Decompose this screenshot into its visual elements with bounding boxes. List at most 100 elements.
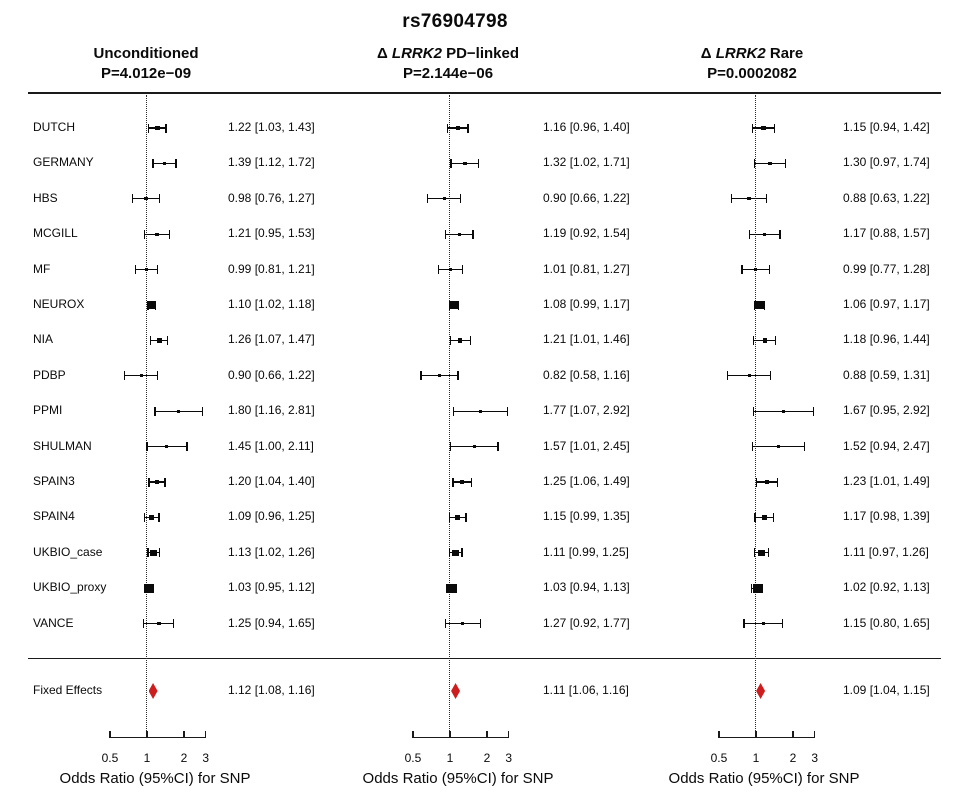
error-bar-cap-left [730,194,732,204]
ci-label: 0.99 [0.77, 1.28] [843,261,930,276]
study-label: GERMANY [33,155,94,170]
error-bar-cap-right [175,158,177,168]
ci-label: 1.25 [1.06, 1.49] [543,474,630,488]
point-marker [455,125,461,131]
error-bar-cap-right [173,619,175,629]
error-bar-cap-right [767,548,769,558]
error-bar-cap-left [448,548,451,558]
error-bar-cap-left [752,123,754,133]
error-bar-cap-right [462,265,464,275]
error-bar-cap-right [478,158,480,168]
x-axis-tick-label: 0.5 [404,751,422,765]
x-axis-tick-label: 2 [483,751,491,765]
ci-label: 1.80 [1.16, 2.81] [228,403,315,418]
error-bar-cap-right [455,583,458,593]
x-axis-tick-label: 3 [505,751,513,765]
column-condition-label: Rare [765,45,804,62]
point-marker [162,161,167,166]
error-bar-cap-right [774,335,777,345]
ci-label: 1.57 [1.01, 2.45] [543,438,630,453]
ci-label: 0.98 [0.76, 1.27] [228,190,315,205]
error-bar-cap-left [750,583,753,593]
point-marker [776,445,780,449]
point-marker [457,232,461,236]
error-bar-cap-right [156,371,159,381]
ci-label: 1.03 [0.94, 1.13] [543,580,630,595]
ci-label: 0.82 [0.58, 1.16] [543,367,630,382]
point-marker [176,409,180,413]
ci-label: 1.17 [0.98, 1.39] [843,509,930,524]
x-axis-tick [183,730,185,738]
study-label: DUTCH [33,120,75,134]
ci-label: 1.11 [0.99, 1.25] [543,544,629,559]
ci-label: 1.01 [0.81, 1.27] [543,261,630,276]
column-header-rare: Δ LRRK2 Rare P=0.0002082 [602,44,902,84]
column-header-line1: Δ LRRK2 Rare [602,44,902,64]
point-marker [457,338,463,343]
x-axis-tick-label: 3 [811,751,819,765]
error-bar-cap-left [427,194,429,204]
error-bar-cap-right [461,548,463,558]
error-bar-cap-left [124,371,126,381]
error-bar-cap-right [201,406,203,416]
ci-label: 1.27 [0.92, 1.77] [543,615,630,630]
ci-label: 1.15 [0.94, 1.42] [843,120,930,134]
point-marker [155,232,159,236]
ci-label: 1.22 [1.03, 1.43] [228,120,315,134]
plot-title: rs76904798 [402,11,508,32]
error-bar-cap-right [506,406,508,416]
error-bar-cap-left [753,548,756,558]
point-marker [144,267,149,272]
error-bar-cap-left [135,265,137,275]
error-bar-cap-right [158,512,160,522]
ci-label: 1.02 [0.92, 1.13] [843,580,930,595]
error-bar-cap-left [450,158,452,168]
point-marker [442,197,447,201]
x-axis-title: Odds Ratio (95%CI) for SNP [59,770,251,787]
point-marker [479,409,482,413]
error-bar-cap-right [465,512,467,522]
ci-label: 1.17 [0.88, 1.57] [843,226,930,241]
error-bar-cap-right [782,619,784,629]
error-bar-cap-right [165,123,167,133]
x-axis-tick-label: 3 [202,751,210,765]
reference-line-dotted [146,95,148,737]
error-bar-cap-left [149,335,152,345]
ci-label: 1.18 [0.96, 1.44] [843,332,930,347]
x-axis-tick [412,730,414,738]
ci-label: 0.88 [0.59, 1.31] [843,367,930,382]
column-condition-label: PD−linked [441,45,520,62]
x-axis-tick-label: 0.5 [101,751,119,765]
error-bar-cap-left [420,371,422,381]
ci-label: 1.26 [1.07, 1.47] [228,332,315,347]
column-header-line1: Unconditioned [0,44,296,64]
point-marker [781,409,785,413]
ci-label: 1.45 [1.00, 2.11] [228,438,314,453]
column-header-unconditioned: Unconditioned P=4.012e−09 [0,44,296,84]
x-axis-tick-label: 1 [446,751,454,765]
error-bar-cap-left [743,619,745,629]
error-bar-cap-left [449,442,452,452]
point-marker [147,300,157,310]
error-bar-cap-right [803,442,805,452]
ci-label: 1.25 [0.94, 1.65] [228,615,315,630]
x-axis-line [109,737,206,739]
error-bar-cap-right [164,477,166,487]
point-marker [768,161,772,166]
column-pvalue: P=4.012e−09 [100,65,192,82]
delta-symbol: Δ [376,45,392,62]
error-bar-cap-left [752,442,754,452]
point-marker [761,515,767,520]
ci-label: 1.20 [1.04, 1.40] [228,474,315,488]
error-bar-cap-left [748,229,750,239]
study-label: PDBP [33,367,66,382]
ci-label: 1.15 [0.80, 1.65] [843,615,930,630]
x-axis-line [412,737,509,739]
ci-label: 1.21 [1.01, 1.46] [543,332,630,347]
ci-label: 1.21 [0.95, 1.53] [228,226,315,241]
error-bar-cap-right [765,194,768,204]
summary-diamond [756,683,766,699]
ci-label: 0.99 [0.81, 1.21] [228,261,315,276]
point-marker [459,479,465,485]
error-bar-cap-left [143,229,145,239]
